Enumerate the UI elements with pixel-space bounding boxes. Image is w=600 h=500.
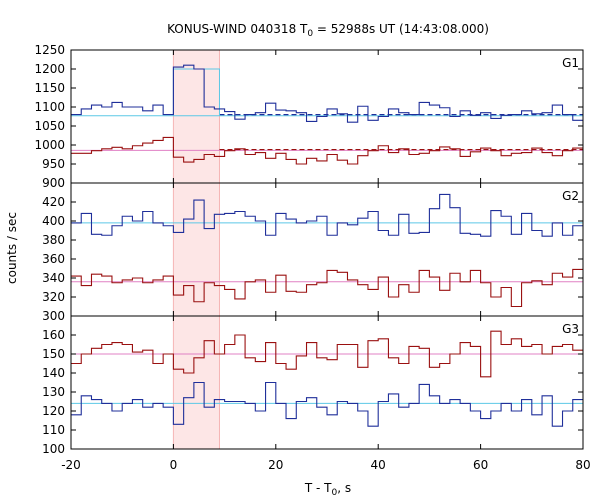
y-tick-label: 140	[42, 366, 65, 380]
panel-label: G2	[562, 189, 579, 203]
y-tick-label: 130	[42, 385, 65, 399]
panel-frame	[70, 315, 584, 450]
chart-title: KONUS-WIND 040318 T0 = 52988s UT (14:43:…	[167, 22, 489, 39]
x-tick-label: 40	[371, 458, 386, 472]
panel-label: G1	[562, 56, 579, 70]
y-tick-label: 400	[42, 214, 65, 228]
y-tick-label: 120	[42, 404, 65, 418]
y-tick-label: 420	[42, 195, 65, 209]
panel-g1: 900 950 1000 1050 1100 1150 1200 1250 G1	[34, 43, 584, 190]
y-tick-label: 100	[42, 442, 65, 456]
series-g1-low-range-counts	[71, 136, 583, 165]
panel-g3: 100 110 120 130 140 150 160 G3	[42, 315, 584, 456]
y-tick-label: 150	[42, 347, 65, 361]
y-tick-label: 320	[42, 290, 65, 304]
series-g1-high-range-counts	[71, 64, 583, 123]
y-axis-label: counts / sec	[5, 212, 19, 284]
y-tick-label: 110	[42, 423, 65, 437]
y-tick-label: 1050	[34, 119, 65, 133]
series-g3-low-range-counts	[71, 381, 583, 427]
y-tick-label: 300	[42, 309, 65, 323]
y-tick-label: 1000	[34, 138, 65, 152]
y-tick-label: 1250	[34, 43, 65, 57]
panel-g2: 300 320 340 360 380 400 420 G2	[42, 182, 584, 323]
panel-frame	[70, 182, 584, 317]
y-tick-label: 950	[42, 157, 65, 171]
y-tick-label: 900	[42, 176, 65, 190]
x-tick-label: 0	[170, 458, 178, 472]
y-tick-label: 380	[42, 233, 65, 247]
y-tick-label: 160	[42, 328, 65, 342]
x-tick-label: -20	[61, 458, 81, 472]
series-g2-high-range-counts	[71, 193, 583, 237]
y-tick-label: 360	[42, 252, 65, 266]
x-tick-label: 20	[268, 458, 283, 472]
y-tick-label: 1100	[34, 100, 65, 114]
plot-area: 900950100010501100115012001250G130032034…	[34, 43, 590, 472]
series-g2-low-range-counts	[71, 268, 583, 308]
y-tick-label: 340	[42, 271, 65, 285]
y-tick-label: 1150	[34, 81, 65, 95]
x-tick-label: 80	[575, 458, 590, 472]
y-tick-label: 1200	[34, 62, 65, 76]
burst-interval-highlight	[173, 50, 220, 449]
panel-label: G3	[562, 322, 579, 336]
series-g3-high-range-counts	[71, 330, 583, 378]
x-tick-label: 60	[473, 458, 488, 472]
x-axis-label: T - T0, s	[304, 481, 351, 498]
